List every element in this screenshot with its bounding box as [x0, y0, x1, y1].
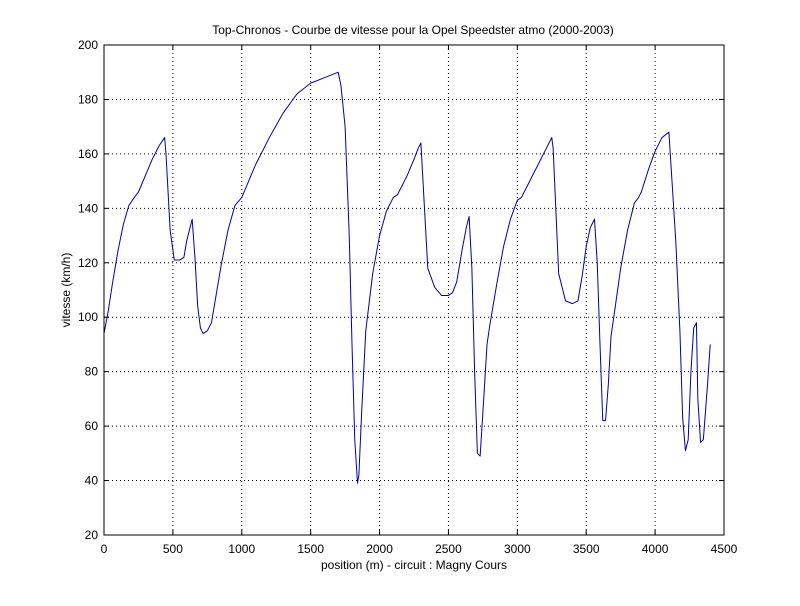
x-tick-label: 4500 [711, 542, 738, 556]
y-axis-label: vitesse (km/h) [59, 253, 73, 328]
y-tick-label: 140 [78, 201, 98, 215]
x-tick-label: 4000 [642, 542, 669, 556]
y-tick-label: 20 [85, 528, 99, 542]
chart-title: Top-Chronos - Courbe de vitesse pour la … [212, 23, 614, 37]
x-axis-label: position (m) - circuit : Magny Cours [321, 558, 507, 572]
x-tick-label: 0 [101, 542, 108, 556]
y-tick-label: 160 [78, 147, 98, 161]
x-tick-label: 3000 [504, 542, 531, 556]
y-tick-label: 40 [85, 474, 99, 488]
x-tick-label: 2000 [366, 542, 393, 556]
grid-lines [104, 45, 724, 535]
speed-series-line [103, 71, 711, 484]
y-tick-label: 100 [78, 310, 98, 324]
y-tick-label: 60 [85, 419, 99, 433]
axis-ticks: 0 500 1000 1500 2000 2500 3000 3500 4000 4500 20 40… [78, 38, 738, 556]
y-tick-label: 200 [78, 38, 98, 52]
x-tick-label: 500 [163, 542, 183, 556]
plot-frame [103, 44, 725, 536]
y-tick-label: 180 [78, 92, 98, 106]
x-tick-label: 3500 [573, 542, 600, 556]
plot-area [104, 45, 724, 535]
x-tick-label: 1000 [228, 542, 255, 556]
y-tick-label: 80 [85, 365, 99, 379]
y-tick-label: 120 [78, 256, 98, 270]
x-tick-label: 1500 [297, 542, 324, 556]
x-tick-label: 2500 [435, 542, 462, 556]
series-layer [103, 71, 711, 484]
